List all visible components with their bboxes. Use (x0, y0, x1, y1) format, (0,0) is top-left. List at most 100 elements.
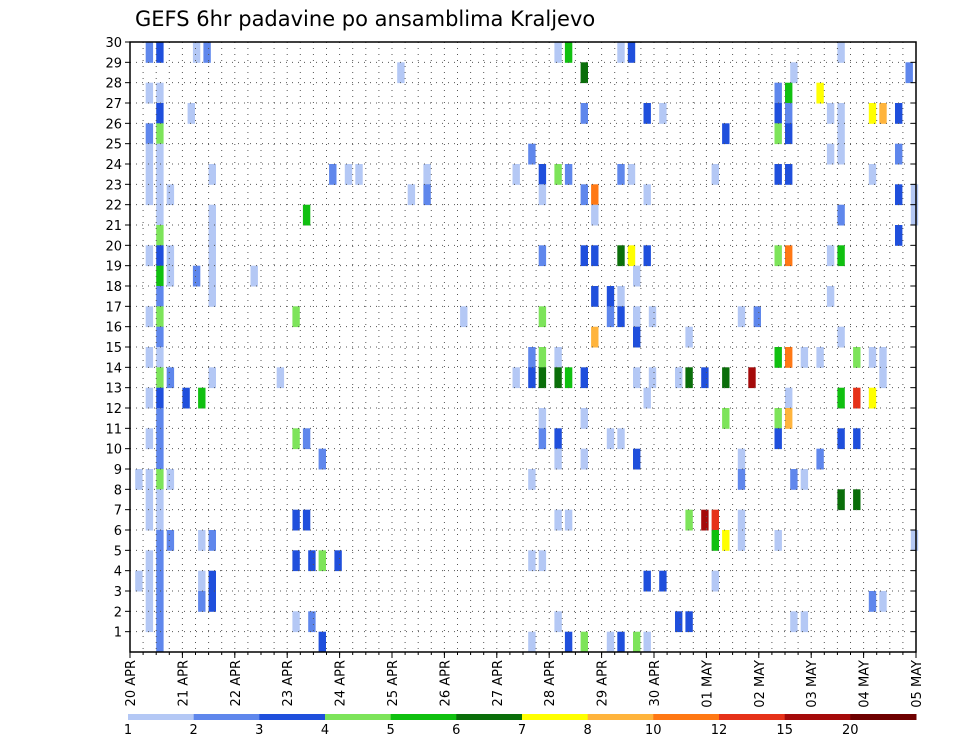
colorbar-swatch (719, 714, 786, 720)
heatmap-cell (145, 489, 154, 511)
x-tick-label: 26 APR (438, 660, 453, 706)
heatmap-cell (633, 631, 641, 653)
heatmap-cell (910, 204, 919, 226)
heatmap-cell (591, 286, 599, 307)
y-tick-label: 2 (114, 605, 122, 620)
y-tick-label: 28 (105, 77, 122, 92)
heatmap-cell (737, 469, 746, 490)
heatmap-cell (208, 591, 216, 612)
heatmap-cell (643, 184, 651, 206)
heatmap-cell (156, 326, 164, 348)
heatmap-cell (203, 42, 211, 63)
heatmap-cell (701, 509, 709, 531)
colorbar-label: 4 (321, 723, 329, 738)
heatmap-cell (538, 306, 547, 328)
chart-title: GEFS 6hr padavine po ansamblima Kraljevo (135, 7, 595, 31)
heatmap-cell (675, 611, 683, 633)
heatmap-cell (145, 570, 154, 592)
heatmap-cell (617, 306, 625, 328)
y-tick-label: 27 (105, 97, 122, 112)
heatmap-cell (785, 387, 793, 409)
heatmap-cell (837, 489, 845, 511)
heatmap-cell (156, 143, 164, 165)
heatmap-cell (774, 408, 782, 429)
heatmap-cell (156, 265, 164, 287)
heatmap-cell (512, 367, 520, 389)
heatmap-cell (554, 448, 562, 470)
heatmap-cell (685, 611, 693, 633)
y-tick-label: 10 (105, 443, 122, 458)
heatmap-cell (685, 509, 693, 531)
heatmap-cell (837, 143, 845, 165)
y-tick-label: 14 (105, 361, 122, 376)
heatmap-cell (617, 428, 625, 450)
heatmap-cell (790, 611, 798, 633)
y-tick-label: 5 (114, 544, 122, 559)
heatmap-cell (868, 347, 877, 368)
y-tick-label: 12 (105, 402, 122, 417)
heatmap-cell (675, 367, 683, 389)
heatmap-cell (711, 530, 719, 551)
heatmap-cell (617, 42, 625, 63)
heatmap-cell (722, 367, 730, 389)
heatmap-cell (701, 367, 709, 389)
heatmap-cell (145, 123, 154, 145)
heatmap-cell (627, 245, 636, 267)
x-tick-label: 01 MAY (700, 660, 715, 708)
heatmap-cell (790, 469, 798, 490)
heatmap-cell (145, 428, 154, 450)
heatmap-cell (737, 306, 746, 328)
heatmap-cell (774, 530, 782, 551)
heatmap-cell (156, 347, 164, 368)
colorbar-label: 1 (124, 723, 132, 738)
colorbar-swatch (587, 714, 654, 720)
heatmap-cell (774, 347, 782, 368)
x-tick-label: 24 APR (334, 660, 349, 706)
heatmap-cell (156, 225, 164, 246)
colorbar-swatch (784, 714, 851, 720)
heatmap-cell (648, 306, 657, 328)
heatmap-cell (166, 367, 175, 389)
heatmap-cell (145, 509, 154, 531)
heatmap-cell (774, 123, 782, 145)
heatmap-cell (606, 306, 615, 328)
heatmap-cell (685, 367, 693, 389)
heatmap-cell (187, 103, 195, 124)
y-tick-label: 6 (114, 524, 122, 539)
heatmap-cell (737, 530, 746, 551)
heatmap-cell (748, 367, 756, 389)
heatmap-cell (192, 265, 201, 287)
heatmap-cell (837, 387, 845, 409)
heatmap-cell (879, 103, 887, 124)
colorbar-label: 6 (452, 723, 460, 738)
heatmap-cell (774, 82, 782, 104)
heatmap-cell (737, 448, 746, 470)
heatmap-cell (145, 469, 154, 490)
heatmap-cell (292, 428, 300, 450)
heatmap-cell (868, 387, 877, 409)
heatmap-cell (355, 164, 363, 185)
heatmap-cell (910, 184, 919, 206)
heatmap-cell (145, 82, 154, 104)
colorbar-label: 12 (711, 723, 728, 738)
x-tick-label: 05 MAY (910, 660, 925, 708)
heatmap-cell (208, 225, 216, 246)
heatmap-cell (643, 103, 651, 124)
y-tick-label: 16 (105, 321, 122, 336)
y-tick-label: 15 (105, 341, 122, 356)
heatmap-cell (156, 611, 164, 633)
plot-frame (129, 41, 917, 653)
y-tick-label: 11 (105, 422, 122, 437)
heatmap-cell (397, 62, 405, 84)
heatmap-cell (182, 387, 190, 409)
heatmap-cell (785, 164, 793, 185)
y-tick-label: 21 (105, 219, 122, 234)
heatmap-cell (538, 184, 547, 206)
heatmap-cell (292, 611, 300, 633)
heatmap-cell (208, 570, 216, 592)
heatmap-cell (528, 367, 536, 389)
heatmap-cell (538, 367, 547, 389)
heatmap-cell (790, 62, 798, 84)
colorbar-label: 7 (518, 723, 526, 738)
heatmap-cell (722, 530, 730, 551)
